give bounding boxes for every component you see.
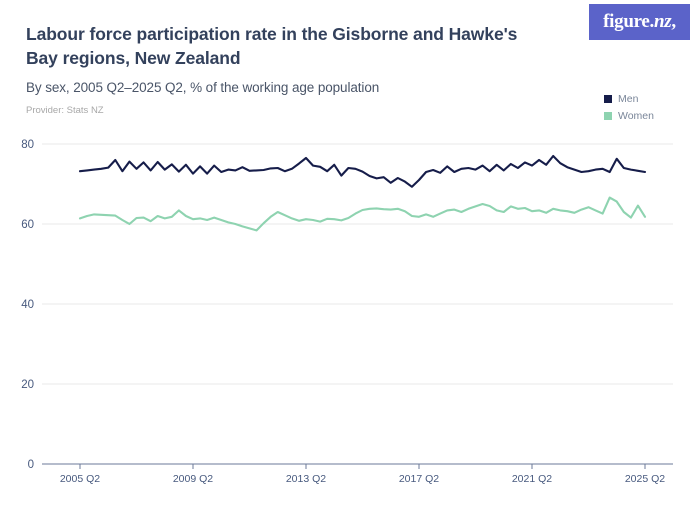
chart-legend: Men Women	[604, 93, 654, 122]
legend-swatch-men	[604, 95, 612, 103]
data-series	[78, 154, 647, 232]
legend-label-men: Men	[618, 93, 639, 105]
y-tick-label: 80	[21, 139, 34, 151]
figurenz-logo[interactable]: figure.nz,	[589, 4, 690, 40]
chart-header: Labour force participation rate in the G…	[0, 0, 700, 130]
y-tick-label: 0	[28, 459, 34, 471]
x-tick-label: 2025 Q2	[625, 473, 665, 485]
logo-text-suffix: nz	[654, 11, 672, 32]
legend-label-women: Women	[618, 110, 654, 122]
chart-subtitle: By sex, 2005 Q2–2025 Q2, % of the workin…	[26, 80, 380, 95]
page-title: Labour force participation rate in the G…	[26, 24, 518, 68]
y-axis-ticks: 0 20 40 60 80	[21, 139, 34, 471]
x-tick-label: 2021 Q2	[512, 473, 552, 485]
series-line-women	[78, 196, 647, 232]
legend-swatch-women	[604, 112, 612, 120]
logo-text-main: figure.	[603, 11, 655, 32]
x-tick-label: 2013 Q2	[286, 473, 326, 485]
x-axis-ticks: 2005 Q2 2009 Q2 2013 Q2 2017 Q2 2021 Q2 2025 …	[60, 464, 665, 485]
grid-lines	[42, 143, 673, 385]
y-tick-label: 20	[21, 379, 34, 391]
y-tick-label: 60	[21, 219, 34, 231]
y-tick-label: 40	[21, 299, 34, 311]
chart-area: 0 20 40 60 80 2005 Q2 2009 Q2 2013 Q2 2017 Q2 20…	[0, 130, 700, 525]
legend-item-women[interactable]: Women	[604, 110, 654, 122]
series-line-men	[78, 154, 647, 188]
logo-text: figure.nz,	[603, 11, 676, 33]
x-tick-label: 2009 Q2	[173, 473, 213, 485]
legend-item-men[interactable]: Men	[604, 93, 654, 105]
x-tick-label: 2005 Q2	[60, 473, 100, 485]
logo-comma: ,	[671, 11, 676, 32]
x-tick-label: 2017 Q2	[399, 473, 439, 485]
provider-label: Provider: Stats NZ	[26, 105, 104, 116]
